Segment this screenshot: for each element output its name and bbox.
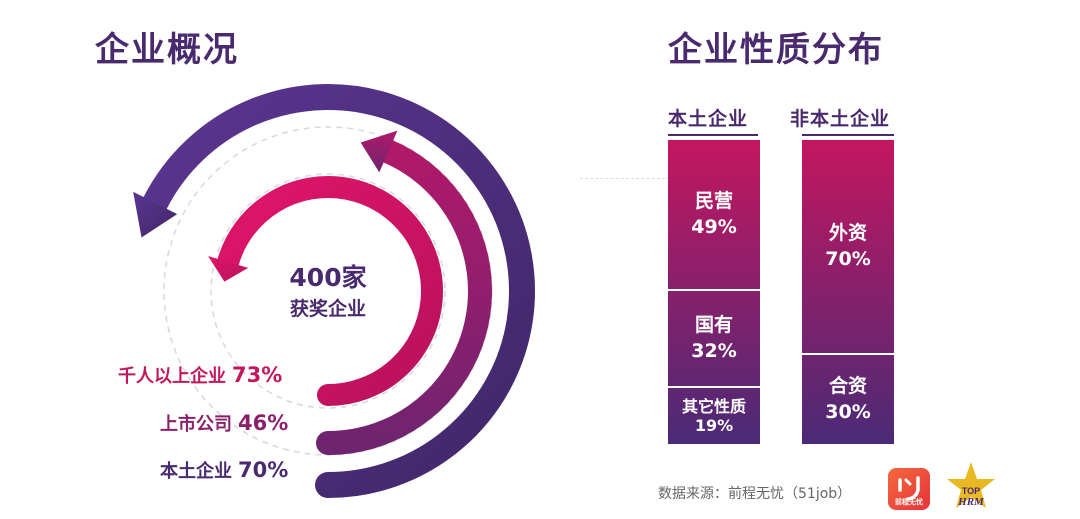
51job-logo: 前程无忧 [888,468,930,510]
bar-segment-label: 外资 [828,221,867,244]
column-underline [802,134,894,136]
tophrm-top: TOP [961,486,981,496]
column-head-foreign: 非本土企业 [790,108,891,130]
tophrm-hrm: HRM [958,496,984,508]
ring-label-value: 73% [232,363,283,387]
bar-segment: 国有 32% [668,289,760,386]
center-caption: 获奖企业 [289,298,366,320]
ring-label-listed: 上市公司 46% [160,410,288,436]
bar-segment-value: 30% [825,400,871,423]
bar-segment-label: 国有 [694,313,733,336]
bar-segment-value: 49% [691,215,737,238]
ring-label-value: 70% [238,458,289,482]
ring-guide [210,173,446,409]
bar-segment: 其它性质 19% [668,386,760,444]
ring-thousand-arc [217,176,443,406]
ring-label-value: 46% [238,411,289,435]
stacked-bar-local: 民营 49% 国有 32% 其它性质 19% [668,140,760,444]
left-title: 企业概况 [95,30,239,70]
data-source: 数据来源：前程无忧（51job） [658,486,852,502]
radial-chart [133,84,535,498]
column-head-local: 本土企业 [668,108,749,130]
stacked-bar-foreign: 外资 70% 合资 30% [802,140,894,444]
center-count: 400家 [289,263,367,292]
ring-local-arc [142,84,535,498]
bar-segment-value: 32% [691,339,737,362]
ring-listed-arrowhead [360,130,398,173]
ring-label-local: 本土企业 70% [160,457,288,483]
bar-segment: 外资 70% [802,140,894,353]
right-title: 企业性质分布 [668,30,884,70]
ring-local-arrowhead [133,191,178,238]
bar-segment-label: 民营 [694,189,733,212]
column-underline [668,134,758,136]
51job-icon [898,476,920,501]
bar-segment-label: 合资 [828,374,867,397]
star-icon [947,462,995,508]
bar-segment: 民营 49% [668,140,760,289]
bar-segment-value: 70% [825,247,871,270]
ring-label-name: 上市公司 [160,414,232,435]
tophrm-logo: TOP HRM [944,460,998,514]
51job-logo-caption: 前程无忧 [895,498,923,506]
bar-segment-value: 19% [694,416,734,435]
bar-segment-label: 其它性质 [681,396,746,416]
ring-label-thousand: 千人以上企业 73% [118,362,282,388]
divider [580,178,670,179]
ring-label-name: 千人以上企业 [118,366,226,387]
ring-label-name: 本土企业 [160,461,232,482]
ring-thousand-arrowhead [208,256,249,282]
bar-segment: 合资 30% [802,353,894,444]
ring-listed-arc [316,139,492,455]
